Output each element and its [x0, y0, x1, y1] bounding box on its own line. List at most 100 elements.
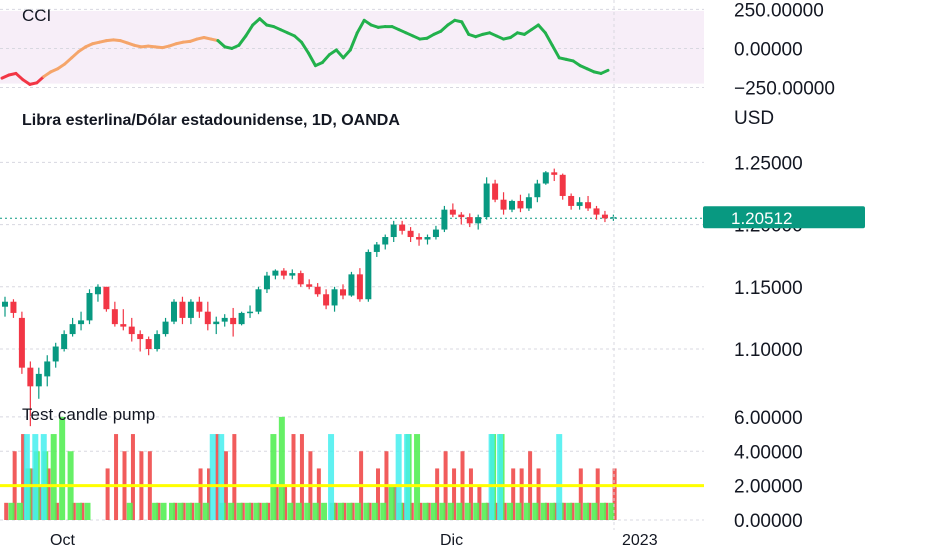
candle-body [475, 217, 482, 224]
volume-bar-red [468, 468, 473, 520]
volume-bar-red [367, 502, 372, 520]
candle-body [44, 361, 51, 377]
volume-bar-red [477, 485, 482, 520]
candle-body [120, 324, 127, 327]
cci-segment [216, 39, 227, 49]
candle-body [492, 183, 499, 200]
cci-segment [251, 17, 262, 27]
volume-bar-green [591, 502, 598, 520]
volume-bar-red [46, 468, 51, 520]
cci-segment [355, 18, 366, 35]
volume-bar-green [245, 502, 252, 520]
volume-bar-green [430, 502, 437, 520]
volume-tick-label: 4.00000 [734, 442, 803, 463]
cci-panel: CCI 250.00000 0.00000 −250.00000 [0, 0, 835, 100]
volume-bar-red [519, 468, 524, 520]
candle-body [272, 270, 279, 276]
price-title: Libra esterlina/Dólar estadounidense, 1D… [22, 112, 400, 129]
volume-bar-red [21, 434, 26, 520]
candle-body [382, 237, 389, 245]
volume-bar-red [452, 468, 457, 520]
candle-body [517, 200, 524, 209]
volume-bar-green [278, 416, 285, 520]
volume-bars [4, 416, 617, 520]
volume-bar-red [604, 502, 609, 520]
candle-body [416, 237, 423, 240]
volume-bar-red [333, 502, 338, 520]
volume-bar-cyan [556, 434, 563, 520]
candle-body [441, 209, 448, 230]
candle-body [576, 202, 583, 206]
candle-body [35, 373, 42, 387]
cci-segment [348, 31, 359, 52]
candle-body [187, 301, 194, 318]
candle-body [568, 195, 575, 206]
x-tick-label: Oct [50, 532, 75, 549]
volume-bar-green [574, 502, 581, 520]
candle-body [593, 208, 600, 215]
cci-title: CCI [22, 6, 51, 25]
candle-body [280, 270, 287, 276]
volume-bar-red [38, 485, 42, 520]
candle-body [432, 229, 439, 238]
candle-body [390, 224, 397, 238]
volume-bar-red [207, 468, 211, 520]
volume-bar-green [185, 502, 192, 520]
price-panel: Libra esterlina/Dólar estadounidense, 1D… [0, 108, 932, 427]
volume-bar-red [376, 468, 380, 520]
volume-bar-cyan [218, 434, 225, 520]
candle-body [86, 293, 93, 321]
volume-bar-green [261, 502, 268, 520]
volume-bar-green [8, 502, 15, 520]
volume-bar-green [253, 502, 260, 520]
volume-bar-green [380, 502, 387, 520]
candle-body [323, 294, 330, 306]
candle-body [331, 289, 338, 306]
volume-bar-green [473, 502, 480, 520]
volume-bar-green [152, 502, 159, 520]
last-price-tag [703, 206, 865, 229]
candle-body [483, 183, 490, 218]
volume-bar-red [54, 502, 59, 520]
candle-body [356, 274, 363, 300]
volume-bar-green [523, 502, 530, 520]
volume-title: Test candle pump [22, 405, 155, 424]
volume-bar-green [540, 502, 547, 520]
cci-segment [439, 23, 450, 33]
candle-body [500, 199, 507, 210]
candle-body [399, 224, 406, 231]
volume-bar-red [232, 434, 237, 520]
cci-segment [14, 71, 25, 82]
candle-body [314, 286, 321, 295]
candle-body [289, 273, 296, 276]
volume-bar-red [587, 502, 592, 520]
candle-body [263, 275, 270, 290]
volume-bar-green [295, 502, 302, 520]
title-clip [704, 108, 932, 132]
candle-body [449, 209, 456, 215]
candle-body [340, 289, 346, 296]
cci-segment [536, 23, 547, 35]
volume-bar-green [194, 502, 201, 520]
candle-body [2, 301, 8, 307]
candle-body [585, 202, 592, 209]
volume-bar-green [177, 502, 184, 520]
volume-bar-green [549, 502, 556, 520]
volume-bar-red [249, 502, 254, 520]
cci-tick-label: 250.00000 [734, 0, 824, 21]
candle-body [238, 312, 245, 325]
volume-bar-red [130, 434, 135, 520]
volume-bar-red [274, 485, 279, 520]
volume-bar-red [536, 468, 541, 520]
volume-bar-red [502, 502, 507, 520]
candle-body [111, 309, 118, 325]
volume-bar-red [494, 502, 499, 520]
volume-bar-green [481, 502, 488, 520]
last-price-label: 1.20512 [731, 209, 792, 228]
volume-bar-cyan [40, 434, 47, 520]
candle-body [196, 301, 203, 312]
candle-body [373, 244, 380, 252]
volume-bar-red [409, 502, 414, 520]
volume-bar-green [346, 502, 353, 520]
